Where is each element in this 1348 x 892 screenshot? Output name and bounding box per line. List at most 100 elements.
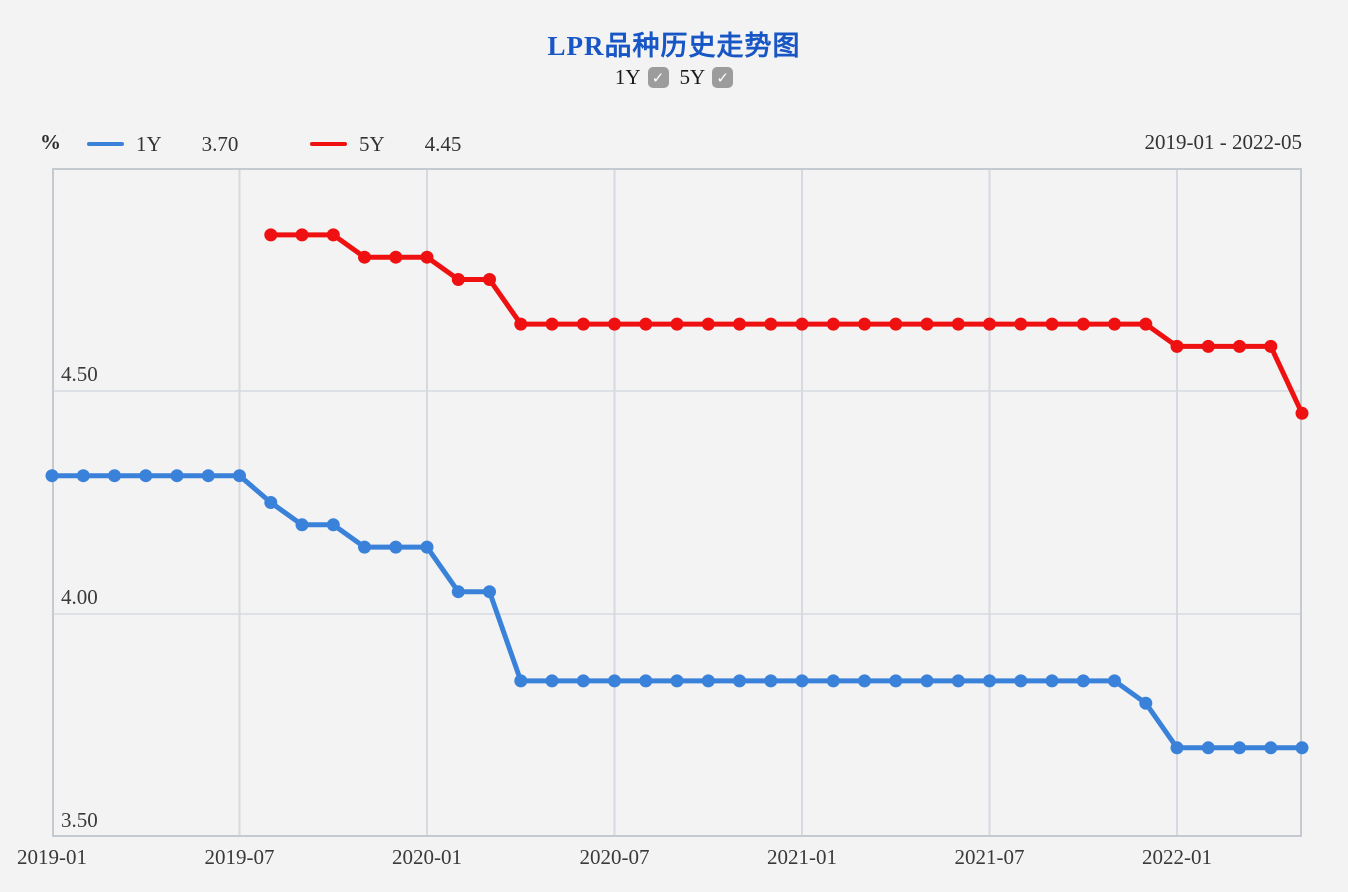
y-axis-unit-label: %	[40, 130, 61, 154]
data-point-5y[interactable]	[326, 228, 340, 242]
page-title: LPR品种历史走势图	[547, 31, 801, 61]
data-point-1y[interactable]	[1295, 741, 1309, 755]
data-point-1y[interactable]	[764, 674, 778, 688]
data-point-5y[interactable]	[514, 317, 528, 331]
data-point-5y[interactable]	[764, 317, 778, 331]
data-point-5y[interactable]	[420, 250, 434, 264]
legend-label-1y: 1Y	[136, 131, 162, 156]
legend-item-5y[interactable]: 5Y 4.45	[310, 130, 461, 158]
data-point-1y[interactable]	[1201, 741, 1215, 755]
legend-line-sample-1y	[87, 142, 124, 146]
toggle-label-5y: 5Y	[679, 65, 706, 89]
data-point-5y[interactable]	[858, 317, 871, 331]
plot-border	[52, 168, 1302, 837]
data-point-1y[interactable]	[358, 540, 371, 554]
data-point-5y[interactable]	[1264, 339, 1278, 353]
x-axis: 2019-01 2019-07 2020-01 2020-07 2021-01 2021-…	[17, 845, 1302, 875]
data-point-1y[interactable]	[951, 674, 965, 688]
x-tick-label: 2019-01	[17, 845, 87, 869]
x-tick-label: 2022-01	[1142, 845, 1212, 869]
data-point-5y[interactable]	[795, 317, 809, 331]
data-point-1y[interactable]	[1139, 696, 1153, 710]
data-point-1y[interactable]	[1108, 674, 1121, 688]
data-point-1y[interactable]	[389, 540, 403, 554]
data-point-5y[interactable]	[295, 228, 309, 242]
data-point-1y[interactable]	[1045, 674, 1059, 688]
data-point-1y[interactable]	[233, 469, 246, 483]
chart-svg	[45, 168, 1309, 837]
data-point-5y[interactable]	[920, 317, 934, 331]
data-point-5y[interactable]	[670, 317, 684, 331]
data-point-1y[interactable]	[45, 469, 59, 483]
data-point-1y[interactable]	[733, 674, 746, 688]
data-point-1y[interactable]	[545, 674, 559, 688]
data-point-5y[interactable]	[733, 317, 746, 331]
data-point-1y[interactable]	[201, 469, 215, 483]
data-point-1y[interactable]	[1076, 674, 1090, 688]
data-point-1y[interactable]	[108, 469, 121, 483]
x-tick-label: 2020-01	[392, 845, 462, 869]
data-point-1y[interactable]	[326, 518, 340, 532]
data-point-1y[interactable]	[451, 585, 465, 599]
data-point-1y[interactable]	[983, 674, 996, 688]
data-point-5y[interactable]	[701, 317, 715, 331]
data-point-1y[interactable]	[608, 674, 621, 688]
toggle-checkbox-1y[interactable]: ✓	[647, 67, 669, 88]
data-point-1y[interactable]	[920, 674, 934, 688]
data-point-1y[interactable]	[826, 674, 840, 688]
data-point-1y[interactable]	[295, 518, 309, 532]
data-point-1y[interactable]	[639, 674, 653, 688]
data-point-5y[interactable]	[1139, 317, 1153, 331]
legend-value-5y: 4.45	[424, 131, 462, 156]
data-point-1y[interactable]	[1014, 674, 1028, 688]
toggle-checkbox-5y[interactable]: ✓	[712, 67, 734, 88]
data-point-1y[interactable]	[795, 674, 809, 688]
data-point-5y[interactable]	[608, 317, 621, 331]
data-point-1y[interactable]	[170, 469, 184, 483]
data-point-1y[interactable]	[264, 496, 278, 509]
legend-item-1y[interactable]: 1Y 3.70	[87, 130, 238, 158]
data-point-1y[interactable]	[1233, 741, 1246, 755]
data-point-5y[interactable]	[826, 317, 840, 331]
data-point-1y[interactable]	[420, 540, 434, 554]
data-point-1y[interactable]	[514, 674, 528, 688]
data-point-1y[interactable]	[76, 469, 90, 483]
data-point-5y[interactable]	[545, 317, 559, 331]
data-point-1y[interactable]	[889, 674, 903, 688]
toggle-group-1y: 1Y ✓	[615, 65, 669, 90]
data-point-5y[interactable]	[264, 228, 278, 242]
data-point-5y[interactable]	[639, 317, 653, 331]
data-point-1y[interactable]	[483, 585, 496, 599]
data-point-5y[interactable]	[1045, 317, 1059, 331]
x-tick-label: 2020-07	[579, 845, 650, 869]
x-tick-label: 2021-07	[954, 845, 1025, 869]
data-point-5y[interactable]	[358, 250, 371, 264]
legend-label-5y: 5Y	[359, 131, 385, 156]
data-point-1y[interactable]	[1264, 741, 1278, 755]
toggle-label-1y: 1Y	[614, 65, 641, 89]
data-point-5y[interactable]	[1201, 339, 1215, 353]
data-point-5y[interactable]	[1108, 317, 1121, 331]
data-point-5y[interactable]	[1076, 317, 1090, 331]
x-tick-label: 2019-07	[204, 845, 275, 869]
data-point-5y[interactable]	[1170, 339, 1184, 353]
data-point-1y[interactable]	[670, 674, 684, 688]
data-point-1y[interactable]	[139, 469, 153, 483]
data-point-1y[interactable]	[858, 674, 871, 688]
data-point-5y[interactable]	[951, 317, 965, 331]
data-point-5y[interactable]	[483, 273, 496, 286]
data-point-5y[interactable]	[889, 317, 903, 331]
data-point-5y[interactable]	[389, 250, 403, 264]
data-point-5y[interactable]	[983, 317, 996, 331]
data-point-1y[interactable]	[1170, 741, 1184, 755]
data-point-5y[interactable]	[576, 317, 590, 331]
data-point-5y[interactable]	[1233, 339, 1246, 353]
data-point-5y[interactable]	[1295, 406, 1309, 420]
series-line-5y	[268, 232, 1305, 416]
data-point-1y[interactable]	[576, 674, 590, 688]
data-point-5y[interactable]	[1014, 317, 1028, 331]
data-point-5y[interactable]	[451, 273, 465, 286]
data-point-1y[interactable]	[701, 674, 715, 688]
legend-row: % 1Y 3.70 5Y 4.45 2019-01 - 2022-05	[0, 130, 1348, 158]
